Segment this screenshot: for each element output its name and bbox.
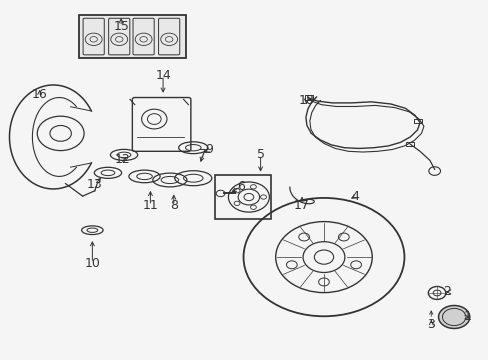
Text: 13: 13 xyxy=(87,178,102,191)
Text: 4: 4 xyxy=(351,190,359,203)
Bar xyxy=(406,142,413,146)
Text: 5: 5 xyxy=(256,148,264,161)
Text: 9: 9 xyxy=(205,143,213,156)
Text: 18: 18 xyxy=(298,94,314,107)
Bar xyxy=(413,119,421,123)
Text: 7: 7 xyxy=(199,148,206,161)
Text: 6: 6 xyxy=(237,180,244,193)
Bar xyxy=(305,95,312,100)
Bar xyxy=(79,15,185,58)
Text: 2: 2 xyxy=(443,285,450,298)
Text: 1: 1 xyxy=(463,310,471,324)
Text: 15: 15 xyxy=(113,20,129,33)
Text: 8: 8 xyxy=(169,199,178,212)
Text: 10: 10 xyxy=(84,257,100,270)
Text: 17: 17 xyxy=(293,199,309,212)
Bar xyxy=(215,175,271,220)
Text: 16: 16 xyxy=(32,88,47,101)
Text: 11: 11 xyxy=(142,199,158,212)
Text: 12: 12 xyxy=(115,153,130,166)
Circle shape xyxy=(438,306,469,328)
Text: 3: 3 xyxy=(427,318,434,331)
Text: 14: 14 xyxy=(155,69,171,82)
